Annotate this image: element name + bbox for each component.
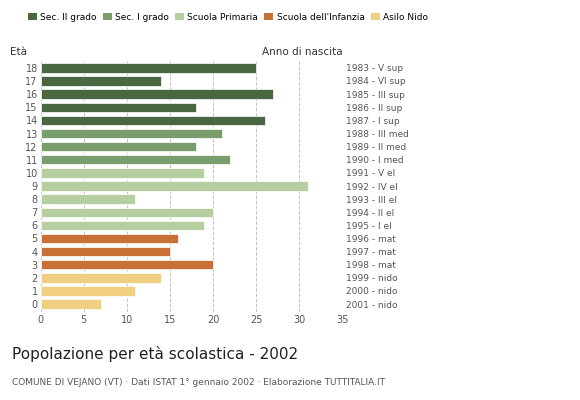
Bar <box>41 168 204 178</box>
Text: Popolazione per età scolastica - 2002: Popolazione per età scolastica - 2002 <box>12 346 298 362</box>
Bar <box>41 260 213 270</box>
Bar <box>41 299 101 309</box>
Text: COMUNE DI VEJANO (VT) · Dati ISTAT 1° gennaio 2002 · Elaborazione TUTTITALIA.IT: COMUNE DI VEJANO (VT) · Dati ISTAT 1° ge… <box>12 378 385 387</box>
Text: Anno di nascita: Anno di nascita <box>262 48 342 58</box>
Bar <box>41 63 256 73</box>
Bar <box>41 155 230 164</box>
Bar <box>41 181 308 191</box>
Legend: Sec. II grado, Sec. I grado, Scuola Primaria, Scuola dell'Infanzia, Asilo Nido: Sec. II grado, Sec. I grado, Scuola Prim… <box>28 12 428 22</box>
Bar <box>41 194 135 204</box>
Bar <box>41 142 195 151</box>
Bar <box>41 221 204 230</box>
Bar <box>41 116 264 125</box>
Bar <box>41 286 135 296</box>
Bar <box>41 273 161 282</box>
Text: Età: Età <box>10 48 27 58</box>
Bar <box>41 76 161 86</box>
Bar <box>41 247 170 256</box>
Bar <box>41 234 179 243</box>
Bar <box>41 129 222 138</box>
Bar <box>41 90 273 99</box>
Bar <box>41 102 195 112</box>
Bar <box>41 208 213 217</box>
